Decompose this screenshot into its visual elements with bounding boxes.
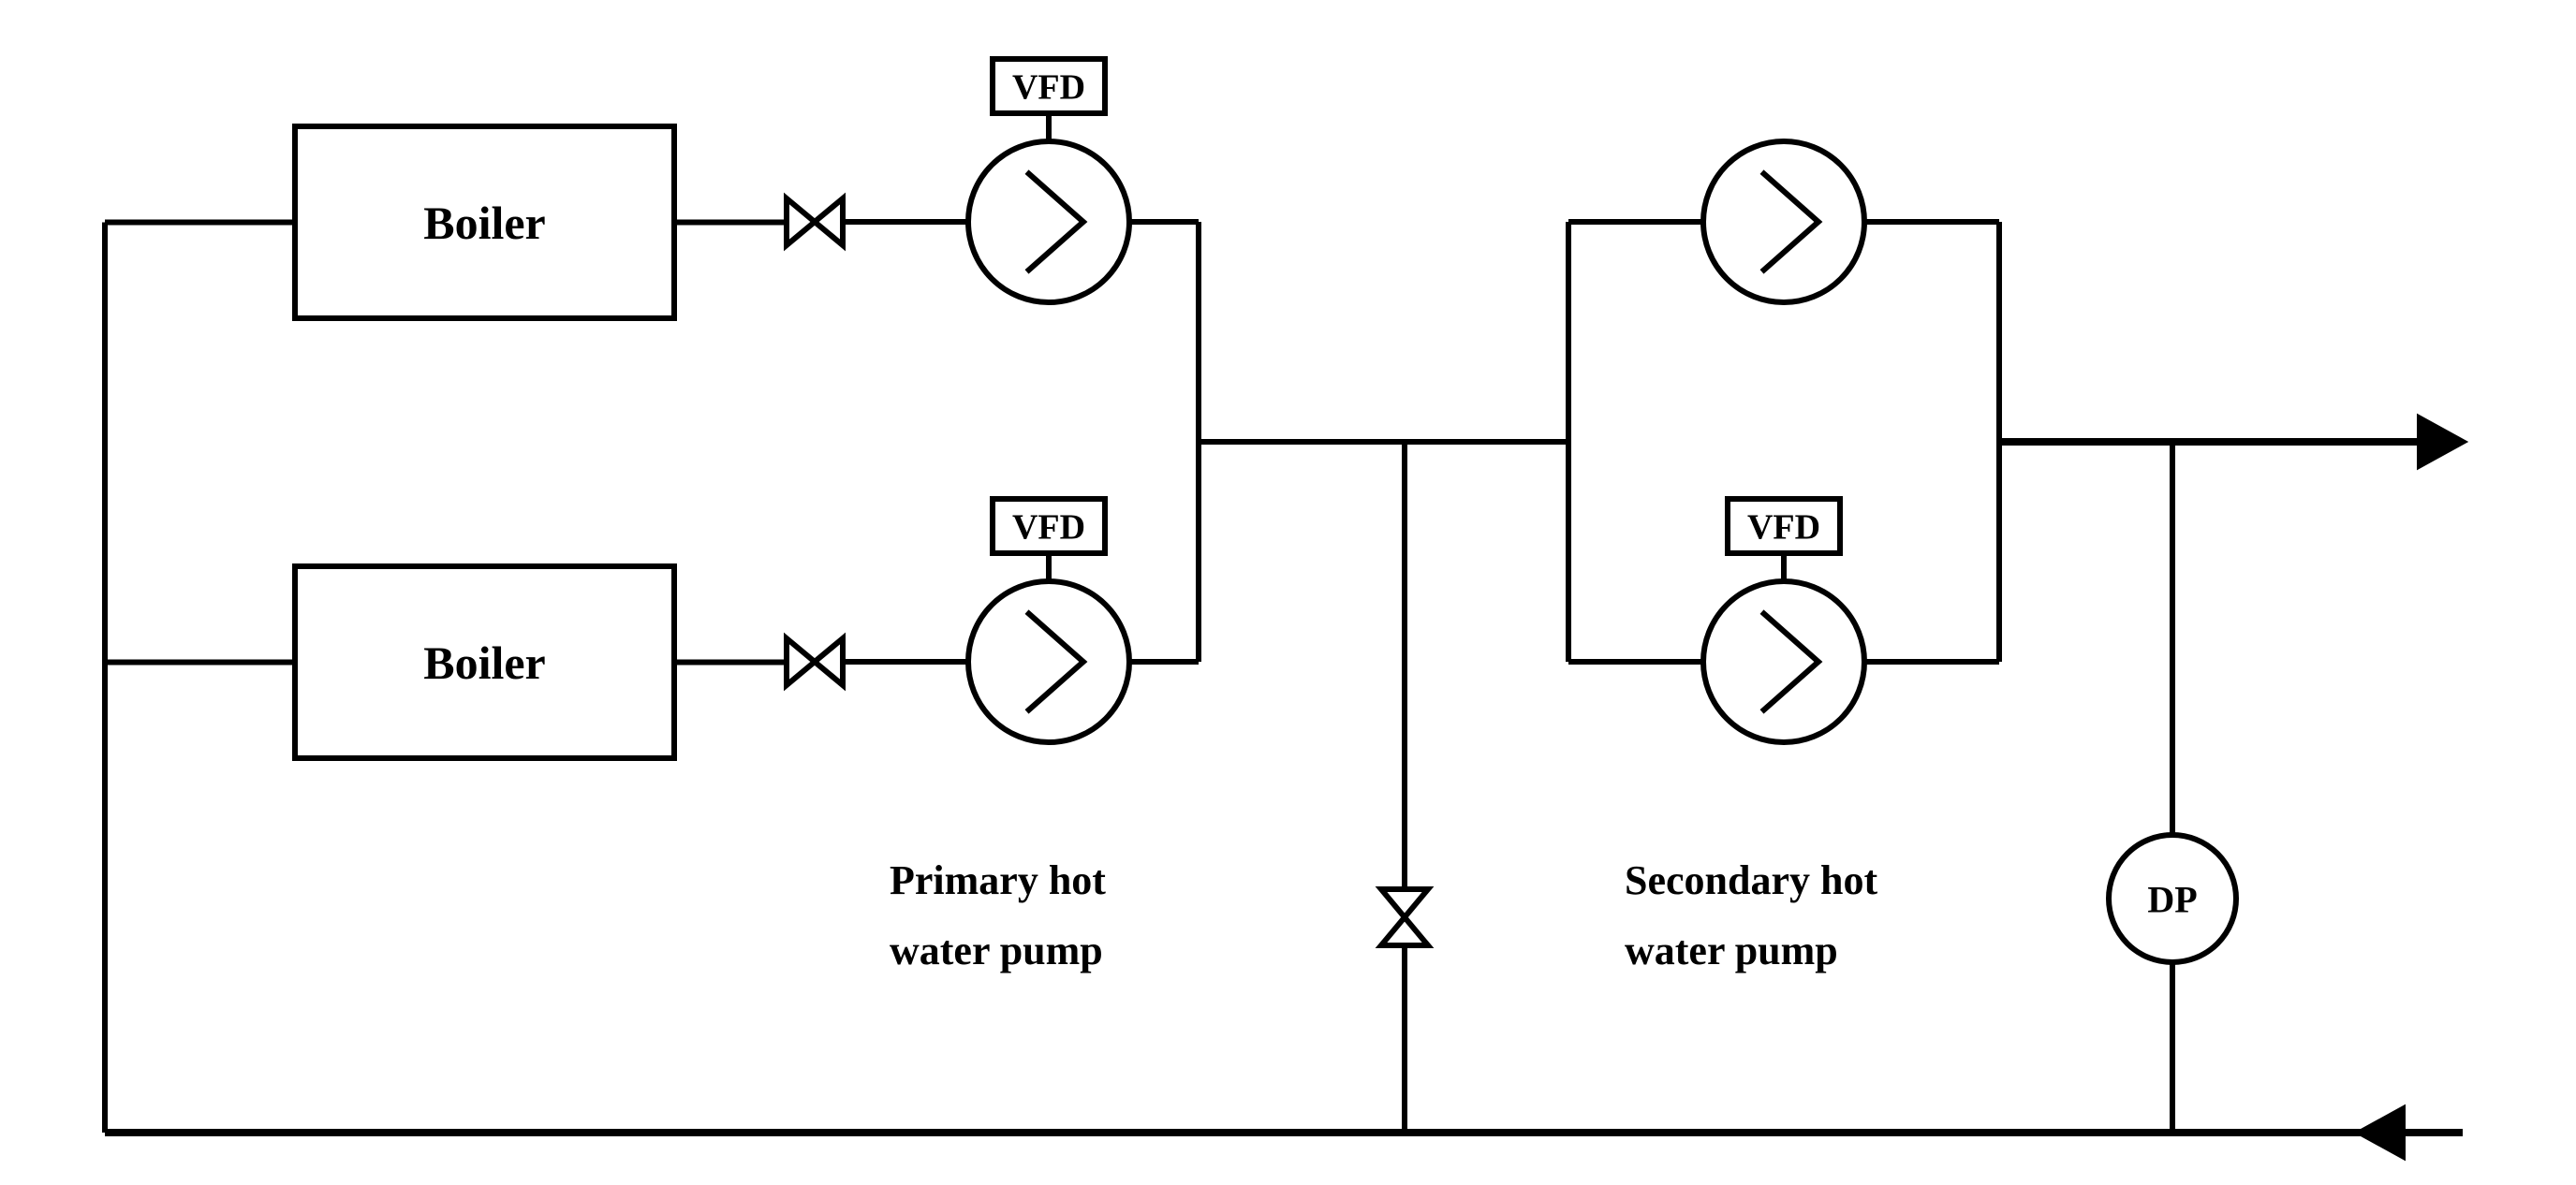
pump-arrow-icon <box>1027 172 1083 272</box>
secondary-pump-2: VFD <box>1703 499 1864 742</box>
dp-label: DP <box>2147 878 2197 920</box>
secondary-pump-label-l1: Secondary hot <box>1625 857 1877 903</box>
valve-bypass <box>1381 889 1428 945</box>
valve-boiler-2 <box>787 638 843 685</box>
primary-pump-label-l2: water pump <box>890 928 1103 973</box>
secondary-pump-label-l2: water pump <box>1625 928 1838 973</box>
primary-pump-1: VFD <box>968 59 1129 302</box>
pump-arrow-icon <box>1762 172 1818 272</box>
boiler-2: Boiler <box>295 566 674 758</box>
boiler-label: Boiler <box>423 197 546 249</box>
boiler-label: Boiler <box>423 636 546 689</box>
secondary-pump-1 <box>1703 141 1864 302</box>
pump-arrow-icon <box>1027 612 1083 712</box>
valve-boiler-1 <box>787 198 843 245</box>
primary-pump-label-l1: Primary hot <box>890 857 1106 903</box>
pump-arrow-icon <box>1762 612 1818 712</box>
primary-pump-2: VFD <box>968 499 1129 742</box>
vfd-label: VFD <box>1012 68 1085 108</box>
vfd-label: VFD <box>1747 508 1820 548</box>
boiler-1: Boiler <box>295 126 674 318</box>
dp-sensor: DP <box>2109 835 2236 962</box>
vfd-label: VFD <box>1012 508 1085 548</box>
